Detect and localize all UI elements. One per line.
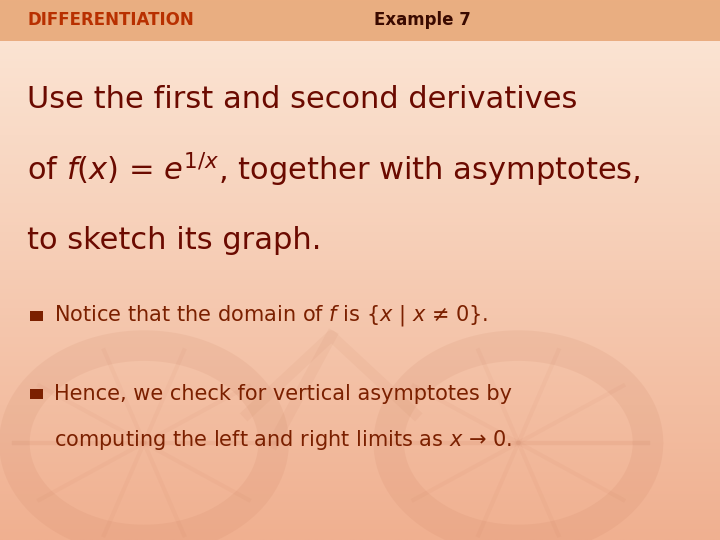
Text: Use the first and second derivatives: Use the first and second derivatives [27,85,577,114]
Bar [30,311,43,321]
Bar [30,389,43,399]
Text: DIFFERENTIATION: DIFFERENTIATION [27,11,194,29]
Bar [0,0,720,40]
Text: Notice that the domain of $\it{f}$ is {$\it{x}$ | $\it{x}$ ≠ 0}.: Notice that the domain of $\it{f}$ is {$… [54,303,488,328]
Text: Example 7: Example 7 [374,11,472,29]
Text: to sketch its graph.: to sketch its graph. [27,226,322,255]
Text: Hence, we check for vertical asymptotes by: Hence, we check for vertical asymptotes … [54,384,512,404]
Text: computing the left and right limits as $\it{x}$ → 0.: computing the left and right limits as $… [54,428,512,452]
Text: of $\it{f}$($\it{x}$) = $e^{1/\it{x}}$, together with asymptotes,: of $\it{f}$($\it{x}$) = $e^{1/\it{x}}$, … [27,151,641,190]
